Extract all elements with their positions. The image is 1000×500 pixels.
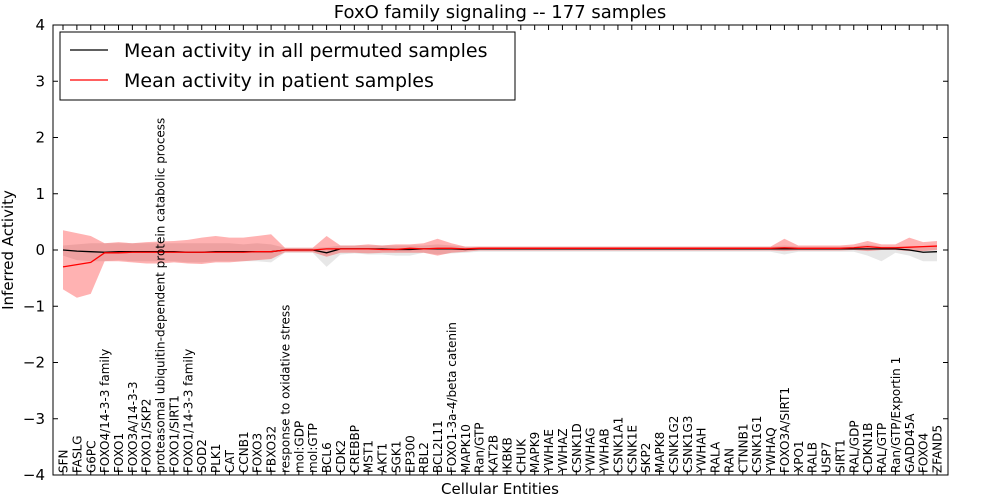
x-tick-label: BCL2L11 (431, 420, 445, 473)
x-tick-label: SIRT1 (833, 439, 847, 473)
x-tick-label: FOXO1/SKP2 (140, 398, 154, 473)
x-tick-label: FOXO3A/SIRT1 (778, 387, 792, 473)
x-tick-label: FOXO3A/14-3-3 (126, 381, 140, 473)
legend: Mean activity in all permuted samples Me… (59, 31, 516, 101)
x-tick-label: RBL2 (417, 442, 431, 473)
x-tick-label: CHUK (514, 438, 528, 473)
x-tick-label: YWHAQ (764, 427, 778, 474)
x-tick-label: FOXO4/14-3-3 family (98, 349, 112, 473)
x-tick-label: XPO1 (792, 440, 806, 473)
x-tick-label: YWHAE (542, 429, 556, 474)
patient-mean-line (62, 245, 938, 268)
x-tick-label: CREBBP (348, 425, 362, 473)
x-tick-label: mol:GTP (306, 423, 320, 473)
x-tick-label: FOXO1-3a-4/beta catenin (445, 322, 459, 473)
x-tick-label: RAN (722, 448, 736, 473)
x-tick-label: FOXO1/SIRT1 (167, 395, 181, 473)
legend-box (59, 31, 516, 101)
y-tick-label: −2 (23, 354, 45, 372)
x-tick-label: FBXO32 (265, 426, 279, 473)
x-tick-label: FOXO4 (917, 433, 931, 473)
y-tick-label: 3 (35, 72, 45, 90)
legend-label-patient: Mean activity in patient samples (124, 70, 434, 92)
x-tick-label: MST1 (362, 440, 376, 473)
x-tick-label: CTNNB1 (736, 423, 750, 473)
y-axis-label: Inferred Activity (0, 190, 17, 310)
chart-title: FoxO family signaling -- 177 samples (334, 2, 666, 23)
legend-label-permuted: Mean activity in all permuted samples (124, 40, 487, 62)
x-tick-label: FOXO1/14-3-3 family (181, 349, 195, 473)
x-tick-label: YWHAG (584, 427, 598, 474)
x-tick-label: CAT (223, 449, 237, 473)
x-tick-label: MAPK9 (528, 432, 542, 473)
x-tick-label: FOXO1 (112, 433, 126, 473)
x-tick-label: CDK2 (334, 440, 348, 473)
x-tick-label: SOD2 (195, 439, 209, 473)
x-tick-label: CCNB1 (237, 431, 251, 473)
x-tick-label: YWHAZ (556, 428, 570, 474)
x-tick-label: YWHAH (695, 428, 709, 474)
x-tick-label: ZFAND5 (931, 425, 945, 473)
x-tick-label: FOXO3 (251, 433, 265, 473)
x-tick-label: KAT2B (487, 435, 501, 473)
y-tick-label: −1 (23, 297, 45, 315)
x-tick-label: USP7 (820, 442, 834, 473)
series-lines (62, 245, 938, 268)
x-tick-label: CSNK1D (570, 423, 584, 473)
y-tick-label: 2 (35, 129, 45, 147)
x-tick-label: proteasomal ubiquitin-dependent protein … (154, 118, 168, 473)
patient-band (63, 230, 937, 298)
y-tick-label: −3 (23, 410, 45, 428)
x-tick-label: CDKN1B (861, 423, 875, 473)
x-tick-label: RAL/GDP (847, 420, 861, 473)
x-tick-label: Ran/GTP/Exportin 1 (889, 357, 903, 473)
x-tick-label: RALB (806, 442, 820, 473)
x-tick-label: CSNK1G3 (681, 416, 695, 473)
x-tick-label: CSNK1G1 (750, 416, 764, 473)
y-axis: −4 −3 −2 −1 0 1 2 3 4 (23, 16, 948, 484)
x-tick-label: YWHAB (598, 428, 612, 474)
x-tick-label: GADD45A (903, 413, 917, 473)
y-tick-label: 1 (35, 185, 45, 203)
x-tick-label: EP300 (403, 435, 417, 473)
x-tick-label: response to oxidative stress (278, 305, 292, 473)
x-axis: SFN FASLG G6PC FOXO4/14-3-3 family FOXO1 FOXO… (57, 25, 945, 475)
x-tick-label: MAPK10 (459, 424, 473, 473)
x-tick-label: BCL6 (320, 442, 334, 473)
x-tick-label: SGK1 (389, 441, 403, 473)
x-tick-label: G6PC (84, 440, 98, 473)
y-tick-label: −4 (23, 466, 45, 484)
x-tick-label: AKT1 (376, 443, 390, 473)
x-tick-label: RALA (709, 441, 723, 473)
x-tick-label: CSNK1G2 (667, 416, 681, 473)
x-tick-label: CSNK1E (625, 425, 639, 473)
x-tick-label: Ran/GTP (473, 422, 487, 473)
x-tick-label: FASLG (70, 435, 84, 473)
x-tick-label: RAL/GTP (875, 423, 889, 473)
x-tick-label: CSNK1A1 (611, 417, 625, 473)
x-tick-label: mol:GDP (292, 421, 306, 473)
x-tick-label: PLK1 (209, 444, 223, 473)
x-tick-label: SFN (57, 450, 71, 474)
x-tick-label: IKBKB (500, 437, 514, 473)
y-tick-label: 4 (35, 16, 45, 34)
x-tick-label: MAPK8 (653, 432, 667, 473)
x-axis-label: Cellular Entities (441, 480, 559, 498)
y-tick-label: 0 (35, 241, 45, 259)
x-tick-label: SKP2 (639, 443, 653, 473)
